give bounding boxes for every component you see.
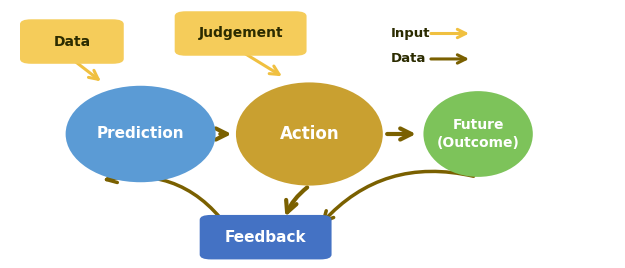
FancyBboxPatch shape xyxy=(20,19,124,64)
FancyBboxPatch shape xyxy=(174,11,306,56)
Ellipse shape xyxy=(424,91,532,177)
Text: Feedback: Feedback xyxy=(225,230,306,245)
Text: Input: Input xyxy=(391,27,430,40)
Text: Prediction: Prediction xyxy=(97,126,184,142)
Ellipse shape xyxy=(66,86,216,182)
Text: Action: Action xyxy=(279,125,339,143)
Text: Data: Data xyxy=(391,53,426,65)
Ellipse shape xyxy=(236,83,382,185)
Text: Judgement: Judgement xyxy=(198,27,283,40)
FancyBboxPatch shape xyxy=(200,215,331,259)
Text: Future
(Outcome): Future (Outcome) xyxy=(437,118,519,150)
Text: Data: Data xyxy=(53,35,91,49)
